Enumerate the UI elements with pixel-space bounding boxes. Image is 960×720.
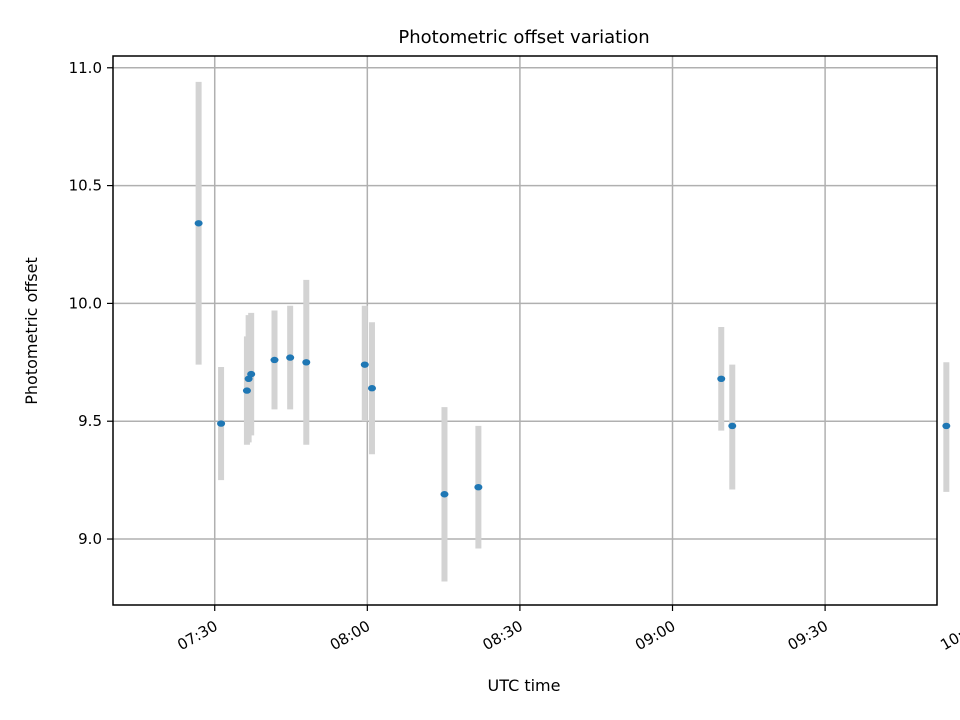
data-point (286, 354, 295, 361)
data-point (717, 375, 726, 383)
x-axis-ticks: 07:30 08:00 08:30 09:00 09:30 10:00 (174, 605, 960, 654)
data-point (242, 387, 251, 394)
chart-title: Photometric offset variation (398, 27, 649, 48)
x-tick-label: 10:00 (937, 617, 960, 654)
data-points (194, 220, 951, 498)
grid (113, 56, 937, 605)
y-tick-label: 10.0 (69, 294, 102, 312)
data-point (440, 491, 449, 498)
data-point (942, 422, 951, 430)
data-point (217, 420, 226, 427)
y-tick-label: 9.5 (78, 412, 102, 430)
data-point (360, 361, 369, 368)
x-tick-label: 09:00 (632, 617, 678, 654)
x-tick-label: 07:30 (174, 617, 220, 654)
data-point (247, 370, 256, 378)
y-axis-ticks: 9.0 9.5 10.0 10.5 11.0 (69, 59, 113, 548)
x-tick-label: 08:30 (479, 617, 525, 654)
y-tick-label: 9.0 (78, 530, 102, 548)
data-point (728, 422, 737, 430)
data-point (270, 356, 279, 364)
x-tick-label: 09:30 (785, 617, 831, 654)
y-tick-label: 10.5 (69, 177, 102, 195)
plot-frame (112, 55, 938, 606)
errorbars (195, 81, 950, 582)
x-tick-label: 08:00 (327, 617, 373, 654)
data-point (302, 359, 311, 366)
y-tick-label: 11.0 (69, 59, 102, 77)
data-point (367, 385, 376, 392)
y-axis-label: Photometric offset (22, 257, 41, 405)
data-point (194, 220, 203, 227)
data-point (474, 483, 483, 491)
x-axis-label: UTC time (488, 676, 561, 695)
